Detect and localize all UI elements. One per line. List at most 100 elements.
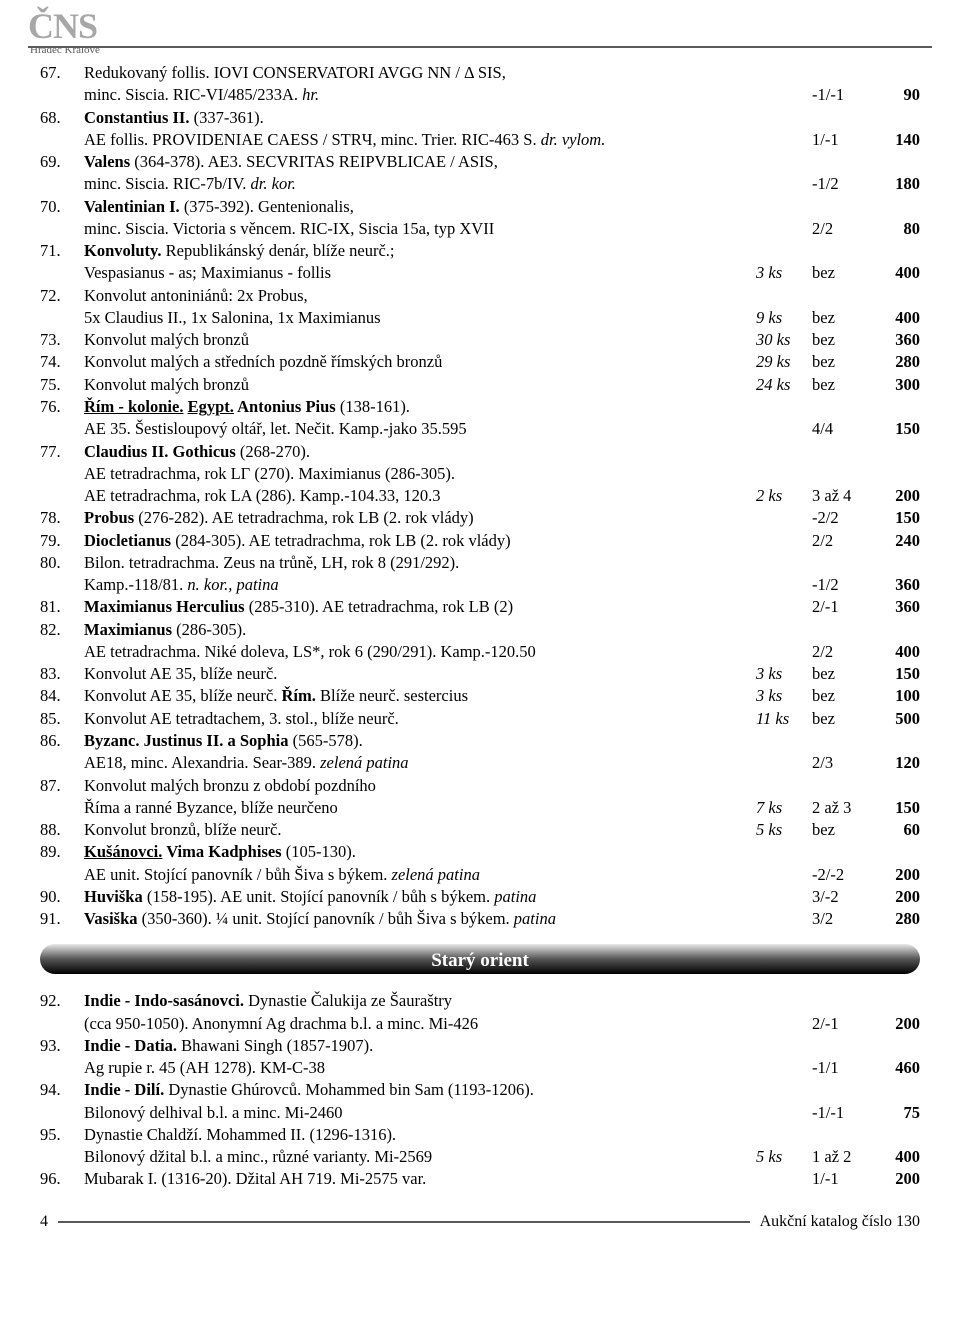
- lot-quantity: [756, 1035, 812, 1057]
- lot-quantity: [756, 596, 812, 618]
- lot-body: Bilon. tetradrachma. Zeus na trůně, LH, …: [84, 552, 920, 597]
- lot-grade: [812, 1079, 868, 1101]
- lot-price: 400: [868, 1146, 920, 1168]
- lot-description: AE follis. PROVIDENIAE CAESS / STRЧ, min…: [84, 129, 756, 151]
- lot-description: Vasiška (350-360). ¼ unit. Stojící panov…: [84, 908, 756, 930]
- lot-price: 200: [868, 1013, 920, 1035]
- lot-quantity: [756, 841, 812, 863]
- lot-quantity: 30 ks: [756, 329, 812, 351]
- lot-quantity: [756, 62, 812, 84]
- lot-row: 92.Indie - Indo-sasánovci. Dynastie Čalu…: [40, 990, 920, 1035]
- lot-row: 82.Maximianus (286-305).AE tetradrachma.…: [40, 619, 920, 664]
- lot-quantity: 29 ks: [756, 351, 812, 373]
- lot-line: Redukovaný follis. IOVI CONSERVATORI AVG…: [84, 62, 920, 84]
- lot-description: Maximianus Herculius (285-310). AE tetra…: [84, 596, 756, 618]
- lot-description: (cca 950-1050). Anonymní Ag drachma b.l.…: [84, 1013, 756, 1035]
- lot-quantity: 5 ks: [756, 819, 812, 841]
- lot-quantity: [756, 908, 812, 930]
- lot-grade: [812, 396, 868, 418]
- lot-row: 72.Konvolut antoniniánů: 2x Probus,5x Cl…: [40, 285, 920, 330]
- lot-line: Maximianus (286-305).: [84, 619, 920, 641]
- lot-grade: [812, 441, 868, 463]
- lot-number: 70.: [40, 196, 84, 241]
- lot-body: Konvolut malých bronzu z období pozdního…: [84, 775, 920, 820]
- lot-price: 200: [868, 485, 920, 507]
- lot-grade: 1/-1: [812, 1168, 868, 1190]
- lot-price: [868, 196, 920, 218]
- lot-line: Diocletianus (284-305). AE tetradrachma,…: [84, 530, 920, 552]
- lot-row: 76.Řím - kolonie. Egypt. Antonius Pius (…: [40, 396, 920, 441]
- lot-body: Kušánovci. Vima Kadphises (105-130).AE u…: [84, 841, 920, 886]
- lot-line: Huviška (158-195). AE unit. Stojící pano…: [84, 886, 920, 908]
- lot-price: 280: [868, 351, 920, 373]
- lot-description: Byzanc. Justinus II. a Sophia (565-578).: [84, 730, 756, 752]
- lot-quantity: [756, 752, 812, 774]
- lot-number: 75.: [40, 374, 84, 396]
- lot-price: [868, 441, 920, 463]
- lot-quantity: [756, 240, 812, 262]
- lot-description: Indie - Dilí. Dynastie Ghúrovců. Mohamme…: [84, 1079, 756, 1101]
- lot-price: 150: [868, 663, 920, 685]
- lot-grade: [812, 1124, 868, 1146]
- logo-subtitle: Hradec Králové: [28, 44, 932, 56]
- lot-body: Konvolut AE tetradtachem, 3. stol., blíž…: [84, 708, 920, 730]
- lot-number: 92.: [40, 990, 84, 1035]
- lot-quantity: [756, 1013, 812, 1035]
- lot-description: Bilon. tetradrachma. Zeus na trůně, LH, …: [84, 552, 756, 574]
- lot-price: [868, 107, 920, 129]
- lot-body: Maximianus (286-305).AE tetradrachma. Ni…: [84, 619, 920, 664]
- lot-line: Konvolut bronzů, blíže neurč.5 ksbez60: [84, 819, 920, 841]
- lot-grade: [812, 463, 868, 485]
- lot-row: 91.Vasiška (350-360). ¼ unit. Stojící pa…: [40, 908, 920, 930]
- lot-description: Řím - kolonie. Egypt. Antonius Pius (138…: [84, 396, 756, 418]
- lot-grade: bez: [812, 374, 868, 396]
- lot-number: 78.: [40, 507, 84, 529]
- lot-grade: 3/-2: [812, 886, 868, 908]
- lot-grade: bez: [812, 329, 868, 351]
- lot-price: 200: [868, 1168, 920, 1190]
- lot-price: [868, 990, 920, 1012]
- lot-price: 150: [868, 418, 920, 440]
- lot-price: 360: [868, 329, 920, 351]
- lot-grade: [812, 841, 868, 863]
- lot-row: 73.Konvolut malých bronzů30 ksbez360: [40, 329, 920, 351]
- lot-quantity: [756, 990, 812, 1012]
- lot-line: Vasiška (350-360). ¼ unit. Stojící panov…: [84, 908, 920, 930]
- lot-price: [868, 552, 920, 574]
- lot-number: 86.: [40, 730, 84, 775]
- lot-quantity: [756, 107, 812, 129]
- lot-quantity: [756, 218, 812, 240]
- lot-row: 90.Huviška (158-195). AE unit. Stojící p…: [40, 886, 920, 908]
- lot-price: [868, 730, 920, 752]
- lot-line: Konvolut AE tetradtachem, 3. stol., blíž…: [84, 708, 920, 730]
- lot-number: 83.: [40, 663, 84, 685]
- lot-description: Diocletianus (284-305). AE tetradrachma,…: [84, 530, 756, 552]
- lot-description: Mubarak I. (1316-20). Džital AH 719. Mi-…: [84, 1168, 756, 1190]
- lot-grade: bez: [812, 663, 868, 685]
- lot-description: Bilonový džital b.l. a minc., různé vari…: [84, 1146, 756, 1168]
- lot-grade: [812, 240, 868, 262]
- lot-row: 67.Redukovaný follis. IOVI CONSERVATORI …: [40, 62, 920, 107]
- lot-grade: [812, 775, 868, 797]
- lot-line: minc. Siscia. Victoria s věncem. RIC-IX,…: [84, 218, 920, 240]
- lot-price: 360: [868, 574, 920, 596]
- lot-description: Konvolut malých a středních pozdně římsk…: [84, 351, 756, 373]
- lot-description: minc. Siscia. Victoria s věncem. RIC-IX,…: [84, 218, 756, 240]
- lot-grade: [812, 1035, 868, 1057]
- lot-line: Maximianus Herculius (285-310). AE tetra…: [84, 596, 920, 618]
- lot-line: Konvolut AE 35, blíže neurč. Řím. Blíže …: [84, 685, 920, 707]
- lot-quantity: [756, 1102, 812, 1124]
- lot-line: Indie - Datia. Bhawani Singh (1857-1907)…: [84, 1035, 920, 1057]
- footer-rule: [58, 1221, 750, 1223]
- lot-row: 79.Diocletianus (284-305). AE tetradrach…: [40, 530, 920, 552]
- lot-quantity: [756, 129, 812, 151]
- lot-price: 280: [868, 908, 920, 930]
- lot-grade: 2 až 3: [812, 797, 868, 819]
- lot-price: 300: [868, 374, 920, 396]
- lot-description: Říma a ranné Byzance, blíže neurčeno: [84, 797, 756, 819]
- lot-line: Konvolut antoniniánů: 2x Probus,: [84, 285, 920, 307]
- lot-line: Řím - kolonie. Egypt. Antonius Pius (138…: [84, 396, 920, 418]
- lot-body: Konvolut AE 35, blíže neurč.3 ksbez150: [84, 663, 920, 685]
- lot-grade: 3 až 4: [812, 485, 868, 507]
- lot-quantity: 11 ks: [756, 708, 812, 730]
